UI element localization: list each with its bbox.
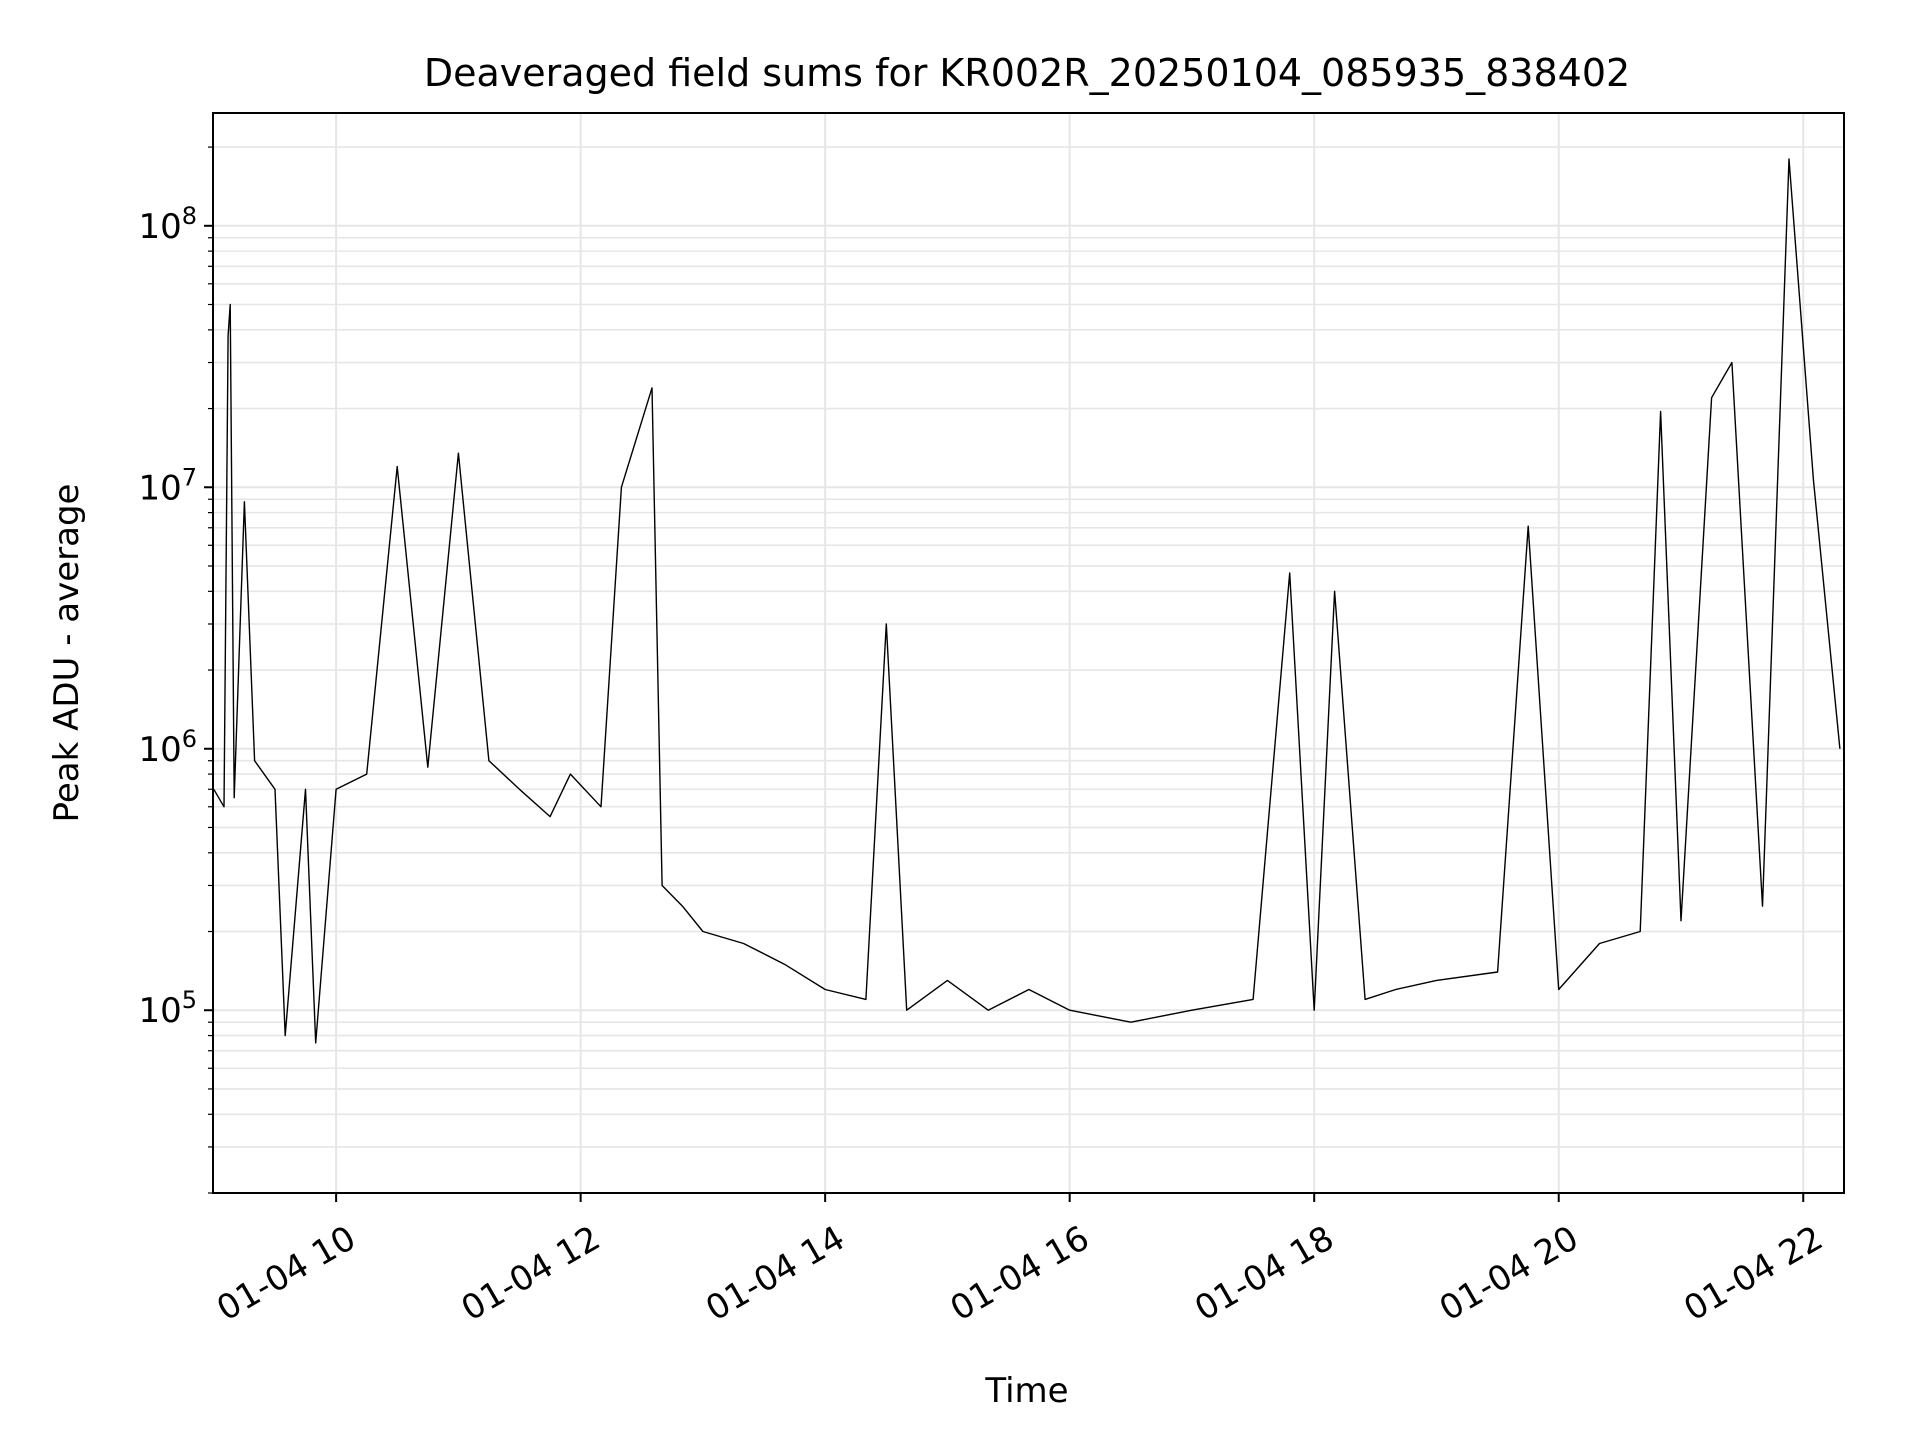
y-tick-label-exponent: 7 <box>182 463 197 491</box>
x-axis-label: Time <box>984 1371 1068 1411</box>
y-tick-label-exponent: 6 <box>182 725 197 753</box>
y-tick-label: 107 <box>138 463 197 508</box>
y-axis-label: Peak ADU - average <box>47 484 87 823</box>
y-tick-label: 106 <box>138 725 197 770</box>
y-tick-label: 108 <box>138 202 197 247</box>
plot-frame <box>212 112 1845 1194</box>
y-tick-label-exponent: 5 <box>182 986 197 1014</box>
y-tick-label-base: 10 <box>138 991 181 1031</box>
y-tick-label-exponent: 8 <box>182 202 197 230</box>
grid <box>213 113 1844 1194</box>
series-layer <box>213 158 1841 1044</box>
y-tick-label: 105 <box>138 986 197 1031</box>
y-tick-label-base: 10 <box>138 207 181 247</box>
chart-title: Deaveraged field sums for KR002R_2025010… <box>424 51 1630 95</box>
y-tick-label-base: 10 <box>138 468 181 508</box>
series-line <box>213 158 1841 1044</box>
y-tick-label-base: 10 <box>138 730 181 770</box>
